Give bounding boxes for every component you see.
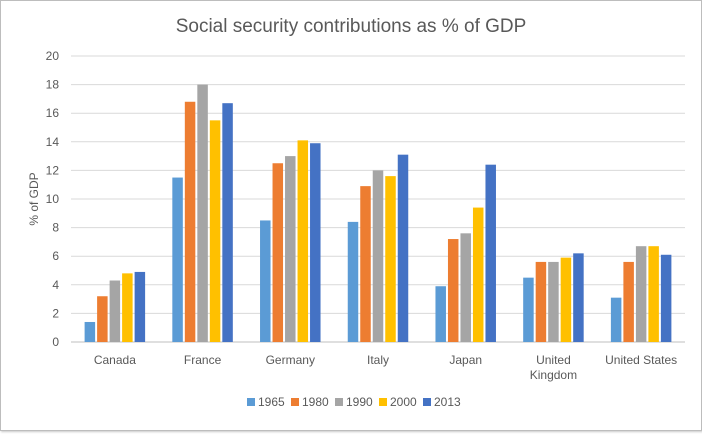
bar-2013-5	[485, 164, 496, 342]
bar-2013-3	[310, 143, 321, 342]
bar-2000-7	[648, 246, 659, 342]
bar-1980-6	[535, 261, 547, 342]
legend-swatch-1965	[247, 398, 255, 406]
bar-1965-5	[435, 286, 446, 342]
bar-1980-7	[623, 261, 634, 342]
y-tick-label: 10	[46, 192, 60, 206]
y-tick-labels: 0 2 4 6 8 10 12 14 16 18 20	[46, 49, 60, 349]
x-tick-label: Japan	[449, 353, 482, 367]
y-axis-label: % of GDP	[27, 172, 41, 225]
y-tick-label: 20	[46, 49, 60, 63]
bar-1990-5	[460, 233, 471, 342]
bar-1965-3	[260, 220, 271, 342]
bar-1980-4	[360, 186, 371, 342]
legend-label-1990: 1990	[346, 395, 373, 409]
bar-1990-4	[372, 170, 384, 342]
y-tick-label: 4	[52, 278, 59, 292]
legend-label-2013: 2013	[434, 395, 461, 409]
bar-2000-5	[472, 207, 484, 342]
legend-swatch-1990	[335, 398, 343, 406]
y-tick-label: 6	[52, 249, 59, 263]
bar-2013-6	[573, 253, 584, 342]
bar-1965-7	[610, 297, 622, 342]
y-tick-label: 2	[52, 306, 59, 320]
bar-2013-7	[660, 254, 672, 342]
bar-1990-3	[285, 156, 296, 342]
bar-1990-2	[197, 84, 208, 342]
bar-2000-3	[297, 140, 309, 342]
bar-1965-2	[172, 177, 183, 342]
chart-title: Social security contributions as % of GD…	[176, 16, 527, 37]
x-tick-label: Germany	[266, 353, 315, 367]
x-tick-label: United States	[605, 353, 677, 367]
bar-2000-4	[385, 176, 396, 342]
bar-2000-1	[122, 273, 133, 342]
bar-1990-7	[635, 246, 647, 342]
y-tick-label: 0	[52, 335, 59, 349]
legend-label-2000: 2000	[390, 395, 417, 409]
legend-label-1965: 1965	[258, 395, 285, 409]
bar-1965-6	[523, 277, 534, 342]
x-tick-label: Italy	[367, 353, 389, 367]
bar-2013-1	[134, 271, 146, 342]
bar-1980-1	[97, 296, 108, 342]
y-tick-label: 8	[52, 221, 59, 235]
bar-1980-5	[447, 239, 459, 342]
legend: 1965 1980 1990 2000 2013	[247, 395, 461, 409]
bar-1980-3	[272, 163, 284, 342]
bar-1990-1	[109, 280, 121, 342]
y-tick-label: 16	[46, 106, 60, 120]
bar-1965-4	[347, 221, 359, 342]
bar-1980-2	[184, 101, 196, 342]
bar-2000-2	[209, 120, 221, 342]
x-tick-labels: Canada France Germany Italy Japan UnitedKingd…	[94, 353, 677, 382]
y-tick-label: 14	[46, 135, 60, 149]
bar-1965-1	[84, 321, 96, 342]
legend-swatch-2013	[423, 398, 431, 406]
x-tick-label: Canada	[94, 353, 136, 367]
x-tick-label: France	[184, 353, 222, 367]
legend-swatch-1980	[291, 398, 299, 406]
bar-1990-6	[548, 261, 559, 342]
legend-swatch-2000	[379, 398, 387, 406]
bar-2013-4	[397, 154, 409, 342]
y-tick-label: 18	[46, 78, 60, 92]
y-tick-label: 12	[46, 163, 60, 177]
legend-label-1980: 1980	[302, 395, 329, 409]
x-tick-label: United	[536, 353, 571, 367]
bar-2000-6	[560, 257, 572, 342]
bars	[84, 84, 672, 342]
x-tick-label: Kingdom	[530, 368, 577, 382]
bar-2013-2	[222, 103, 233, 342]
